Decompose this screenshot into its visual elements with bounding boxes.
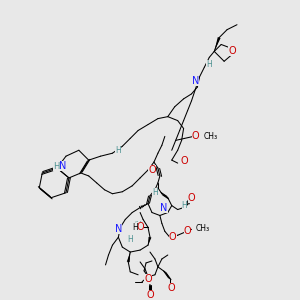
- Text: O: O: [136, 222, 144, 232]
- Text: H: H: [128, 235, 133, 244]
- Text: N: N: [160, 202, 167, 213]
- Polygon shape: [148, 237, 152, 245]
- Text: O: O: [168, 283, 176, 292]
- Text: O: O: [144, 274, 152, 284]
- Text: H: H: [53, 162, 59, 171]
- Text: H: H: [206, 60, 212, 69]
- Polygon shape: [214, 37, 220, 51]
- Text: 'H: 'H: [134, 221, 142, 230]
- Polygon shape: [127, 252, 130, 262]
- Text: O: O: [169, 232, 176, 242]
- Text: O: O: [181, 156, 188, 166]
- Text: N: N: [59, 161, 67, 171]
- Text: O: O: [184, 226, 191, 236]
- Text: CH₃: CH₃: [203, 132, 218, 141]
- Text: O: O: [148, 165, 156, 175]
- Text: N: N: [115, 224, 122, 234]
- Text: H: H: [182, 201, 188, 210]
- Text: O: O: [188, 193, 195, 203]
- Text: H: H: [116, 146, 121, 155]
- Text: H: H: [132, 223, 138, 232]
- Text: N: N: [192, 76, 199, 86]
- Text: O: O: [146, 290, 154, 300]
- Text: H: H: [152, 188, 158, 197]
- Text: O: O: [192, 131, 199, 141]
- Text: CH₃: CH₃: [196, 224, 210, 233]
- Text: O: O: [228, 46, 236, 56]
